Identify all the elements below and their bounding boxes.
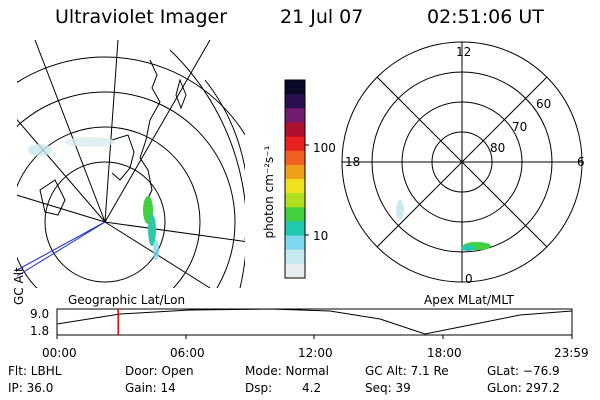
colorbar-band <box>285 122 305 138</box>
colorbar-band <box>285 80 305 95</box>
status-gc-alt: GC Alt: 7.1 Re <box>365 364 449 378</box>
colorbar-band <box>285 108 305 123</box>
x-tick-1800: 18:00 <box>427 346 462 360</box>
gc-alt-plot <box>56 308 573 339</box>
colorbar-band <box>285 164 305 180</box>
image-date: 21 Jul 07 <box>280 6 364 28</box>
polar-mlat-mlt-plot <box>341 41 583 283</box>
colorbar-band <box>285 207 305 222</box>
mlt-label-12: 12 <box>456 45 472 59</box>
x-tick-0600: 06:00 <box>170 346 205 360</box>
app-title: Ultraviolet Imager <box>55 6 228 28</box>
colorbar-band <box>285 235 305 251</box>
status-dsp-value: 4.2 <box>302 381 322 395</box>
geographic-map <box>16 40 245 288</box>
mlat-label-80: 80 <box>490 141 506 155</box>
colorbar-title: photon cm⁻²s⁻¹ <box>262 145 276 239</box>
colorbar-band <box>285 263 305 279</box>
status-dsp-label: Dsp: <box>245 381 273 395</box>
x-tick-2359: 23:59 <box>554 346 589 360</box>
colorbar-band <box>285 193 305 208</box>
gc-alt-ytick-high: 9.0 <box>30 307 50 321</box>
mlt-label-18: 18 <box>345 155 361 169</box>
status-glat: GLat: −76.9 <box>487 364 560 378</box>
colorbar-tick-100: 100 <box>313 141 336 155</box>
x-tick-0000: 00:00 <box>42 346 77 360</box>
aurora-emission-right <box>396 200 491 251</box>
x-tick-1200: 12:00 <box>298 346 333 360</box>
colorbar-band <box>285 136 305 152</box>
gc-alt-ytick-low: 1.8 <box>30 324 50 338</box>
status-door: Door: Open <box>125 364 194 378</box>
colorbar-band <box>285 221 305 237</box>
status-gain: Gain: 14 <box>125 381 176 395</box>
colorbar-band <box>285 150 305 166</box>
colorbar-band <box>285 179 305 194</box>
status-ip: IP: 36.0 <box>8 381 54 395</box>
gc-alt-ylabel: GC Alt <box>12 267 26 305</box>
mlt-label-0: 0 <box>465 272 473 286</box>
status-seq: Seq: 39 <box>365 381 411 395</box>
status-filter: Flt: LBHL <box>8 364 62 378</box>
image-time: 02:51:06 UT <box>427 6 544 28</box>
colorbar-tick-10: 10 <box>313 229 329 243</box>
geographic-panel-label: Geographic Lat/Lon <box>68 293 186 307</box>
status-mode: Mode: Normal <box>245 364 329 378</box>
colorbar-band <box>285 94 305 109</box>
mlat-label-70: 70 <box>512 120 528 134</box>
colorbar-band <box>285 249 305 265</box>
status-glon: GLon: 297.2 <box>487 381 560 395</box>
apex-panel-label: Apex MLat/MLT <box>424 293 514 307</box>
colorbar <box>284 79 309 279</box>
aurora-emission-left <box>28 137 159 260</box>
mlt-label-6: 6 <box>577 155 585 169</box>
mlat-label-60: 60 <box>536 97 552 111</box>
